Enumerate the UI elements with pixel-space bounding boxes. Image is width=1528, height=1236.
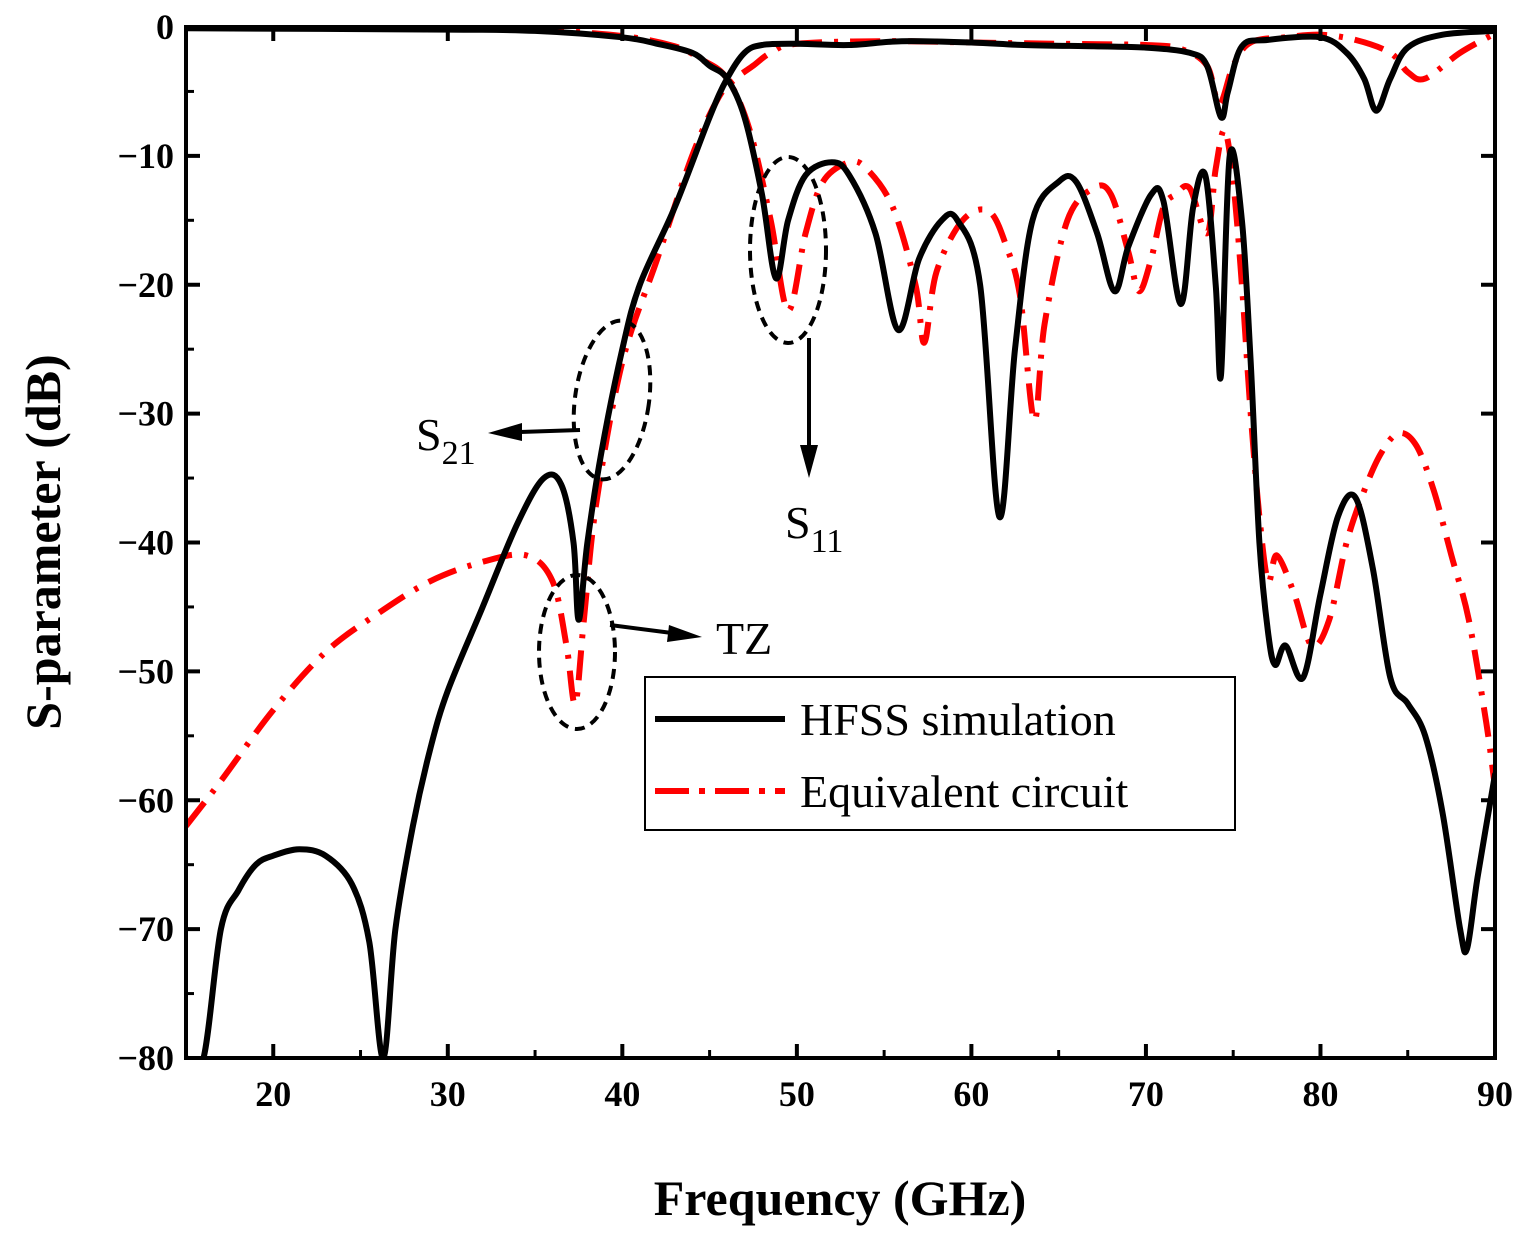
x-tick-label: 20 [255, 1074, 291, 1114]
y-tick-label: 0 [156, 7, 174, 47]
y-axis-title: S-parameter (dB) [15, 354, 71, 729]
series-layer [186, 27, 1495, 1058]
y-tick-label: −20 [117, 265, 174, 305]
y-tick-label: −60 [117, 780, 174, 820]
ticks-layer: 20 30 40 50 60 70 80 90 0 −10 −20 −30 −40 −50 −60 −70 −8… [117, 7, 1513, 1114]
s21-arrow [488, 423, 581, 441]
y-tick-label: −10 [117, 136, 174, 176]
tz-ellipse [537, 573, 617, 731]
y-tick-label: −70 [117, 909, 174, 949]
x-axis-title: Frequency (GHz) [654, 1170, 1027, 1226]
s21-label: S21 [416, 409, 476, 472]
s11-dip-ellipse [748, 155, 828, 345]
legend: HFSS simulation Equivalent circuit [644, 676, 1236, 831]
s11-arrow [800, 338, 818, 478]
series-line-hfss-simulation-s11 [186, 27, 1495, 956]
tz-label: TZ [716, 613, 772, 664]
y-tick-label: −30 [117, 394, 174, 434]
series-line-equivalent-circuit-s21 [186, 30, 1495, 828]
x-tick-label: 60 [953, 1074, 989, 1114]
x-tick-label: 90 [1477, 1074, 1513, 1114]
x-tick-label: 70 [1128, 1074, 1164, 1114]
s21-skirt-ellipse [571, 318, 653, 482]
legend-circuit-label: Equivalent circuit [800, 766, 1128, 817]
x-tick-label: 50 [779, 1074, 815, 1114]
x-tick-label: 30 [430, 1074, 466, 1114]
series-line-hfss-simulation-s21 [186, 27, 1495, 1058]
tz-arrow [609, 623, 702, 642]
x-tick-label: 80 [1302, 1074, 1338, 1114]
s11-label: S11 [785, 497, 843, 560]
y-tick-label: −40 [117, 523, 174, 563]
y-tick-label: −50 [117, 651, 174, 691]
x-tick-label: 40 [604, 1074, 640, 1114]
legend-box [644, 676, 1236, 831]
legend-hfss-label: HFSS simulation [800, 694, 1116, 745]
y-tick-label: −80 [117, 1038, 174, 1078]
